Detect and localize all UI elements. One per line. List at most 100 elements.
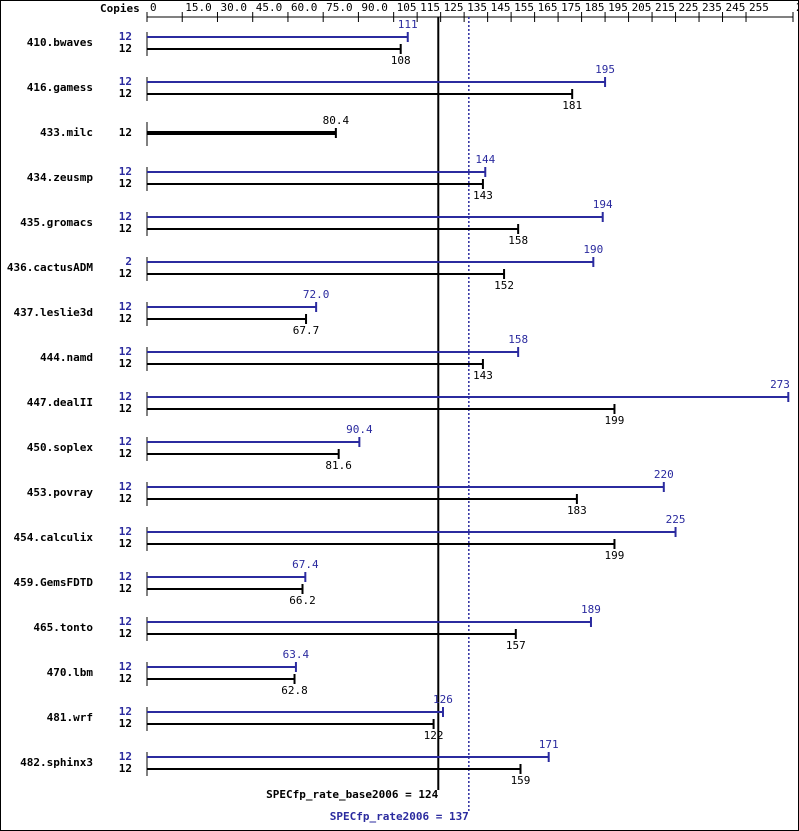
value-label: 108 xyxy=(391,54,411,67)
benchmark-label: 410.bwaves xyxy=(27,36,93,49)
value-label: 143 xyxy=(473,369,493,382)
copies-label: 12 xyxy=(119,750,132,763)
copies-label: 12 xyxy=(119,435,132,448)
value-label: 72.0 xyxy=(303,288,330,301)
x-tick-label: 105 xyxy=(397,1,417,14)
copies-label: 12 xyxy=(119,582,132,595)
value-label: 190 xyxy=(583,243,603,256)
x-tick-label: 225 xyxy=(679,1,699,14)
copies-label: 12 xyxy=(119,126,132,139)
x-tick-label: 185 xyxy=(585,1,605,14)
value-label: 81.6 xyxy=(325,459,352,472)
value-label: 183 xyxy=(567,504,587,517)
copies-label: 12 xyxy=(119,345,132,358)
x-tick-label: 175 xyxy=(561,1,581,14)
copies-label: 12 xyxy=(119,210,132,223)
copies-label: 12 xyxy=(119,75,132,88)
copies-label: 12 xyxy=(119,525,132,538)
value-label: 158 xyxy=(508,333,528,346)
benchmark-label: 454.calculix xyxy=(14,531,94,544)
x-tick-label: 235 xyxy=(702,1,722,14)
copies-label: 12 xyxy=(119,402,132,415)
x-tick-label: 30.0 xyxy=(220,1,247,14)
value-label: 62.8 xyxy=(281,684,308,697)
value-label: 67.4 xyxy=(292,558,319,571)
copies-label: 12 xyxy=(119,177,132,190)
value-label: 171 xyxy=(539,738,559,751)
x-tick-label: 135 xyxy=(467,1,487,14)
value-label: 126 xyxy=(433,693,453,706)
value-label: 159 xyxy=(511,774,531,787)
copies-label: 12 xyxy=(119,312,132,325)
benchmark-label: 481.wrf xyxy=(47,711,93,724)
copies-label: 12 xyxy=(119,492,132,505)
value-label: 199 xyxy=(605,549,625,562)
copies-label: 12 xyxy=(119,717,132,730)
copies-label: 12 xyxy=(119,267,132,280)
x-tick-label: 195 xyxy=(608,1,628,14)
benchmark-label: 459.GemsFDTD xyxy=(14,576,94,589)
value-label: 152 xyxy=(494,279,514,292)
x-tick-label: 165 xyxy=(538,1,558,14)
value-label: 90.4 xyxy=(346,423,373,436)
x-tick-label: 215 xyxy=(655,1,675,14)
copies-label: 2 xyxy=(125,255,132,268)
value-label: 63.4 xyxy=(283,648,310,661)
copies-label: 12 xyxy=(119,627,132,640)
x-tick-label: 60.0 xyxy=(291,1,318,14)
value-label: 220 xyxy=(654,468,674,481)
value-label: 181 xyxy=(562,99,582,112)
value-label: 225 xyxy=(666,513,686,526)
reference-label: SPECfp_rate_base2006 = 124 xyxy=(266,788,439,801)
copies-label: 12 xyxy=(119,762,132,775)
reference-label: SPECfp_rate2006 = 137 xyxy=(330,810,469,823)
benchmark-label: 447.dealII xyxy=(27,396,93,409)
copies-label: 12 xyxy=(119,87,132,100)
x-tick-label: 0 xyxy=(150,1,157,14)
benchmark-label: 444.namd xyxy=(40,351,93,364)
x-tick-label: 275 xyxy=(796,1,799,14)
x-tick-label: 145 xyxy=(491,1,511,14)
value-label: 158 xyxy=(508,234,528,247)
value-label: 199 xyxy=(605,414,625,427)
value-label: 80.4 xyxy=(323,114,350,127)
copies-label: 12 xyxy=(119,672,132,685)
copies-label: 12 xyxy=(119,537,132,550)
copies-label: 12 xyxy=(119,390,132,403)
benchmark-label: 470.lbm xyxy=(47,666,94,679)
copies-label: 12 xyxy=(119,660,132,673)
x-tick-label: 125 xyxy=(444,1,464,14)
benchmark-label: 416.gamess xyxy=(27,81,93,94)
x-tick-label: 205 xyxy=(632,1,652,14)
copies-label: 12 xyxy=(119,165,132,178)
copies-label: 12 xyxy=(119,615,132,628)
copies-label: 12 xyxy=(119,42,132,55)
x-tick-label: 115 xyxy=(420,1,440,14)
value-label: 144 xyxy=(475,153,495,166)
value-label: 122 xyxy=(424,729,444,742)
value-label: 195 xyxy=(595,63,615,76)
x-tick-label: 245 xyxy=(726,1,746,14)
copies-label: 12 xyxy=(119,705,132,718)
benchmark-label: 434.zeusmp xyxy=(27,171,94,184)
value-label: 143 xyxy=(473,189,493,202)
benchmark-label: 482.sphinx3 xyxy=(20,756,93,769)
x-tick-label: 45.0 xyxy=(256,1,283,14)
value-label: 273 xyxy=(770,378,790,391)
value-label: 157 xyxy=(506,639,526,652)
copies-label: 12 xyxy=(119,300,132,313)
copies-label: 12 xyxy=(119,570,132,583)
value-label: 189 xyxy=(581,603,601,616)
copies-label: 12 xyxy=(119,30,132,43)
benchmark-label: 435.gromacs xyxy=(20,216,93,229)
x-tick-label: 15.0 xyxy=(185,1,212,14)
copies-label: 12 xyxy=(119,447,132,460)
copies-label: 12 xyxy=(119,222,132,235)
copies-label: 12 xyxy=(119,357,132,370)
value-label: 194 xyxy=(593,198,613,211)
x-tick-label: 255 xyxy=(749,1,769,14)
x-tick-label: 90.0 xyxy=(361,1,388,14)
copies-header: Copies xyxy=(100,2,140,15)
